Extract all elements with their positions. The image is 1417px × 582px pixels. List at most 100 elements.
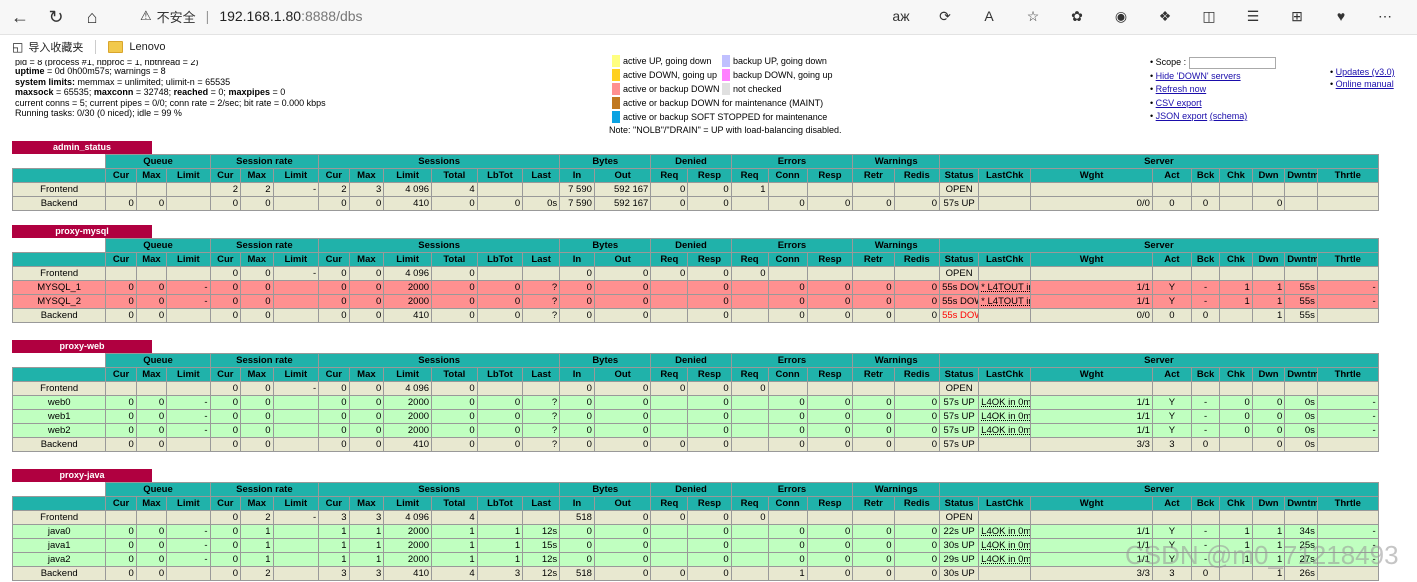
row-name[interactable]: MYSQL_2 <box>11 294 107 309</box>
cell-value: 0 <box>723 282 729 293</box>
refresh-icon[interactable]: ↻ <box>48 6 64 27</box>
table-cell: 0 <box>559 294 595 309</box>
json-export-link[interactable]: JSON export <box>1155 111 1208 121</box>
cell-value: 0 <box>723 411 729 422</box>
table-cell: 1/1 <box>1030 524 1153 539</box>
cell-value: 0s <box>547 198 558 209</box>
csv-export-link[interactable]: CSV export <box>1155 97 1202 108</box>
table-cell: 0 <box>348 423 385 438</box>
split-screen-icon[interactable]: ◫ <box>1202 7 1216 24</box>
table-cell: 1 <box>348 524 385 539</box>
updates-link[interactable]: Updates (v3.0) <box>1335 67 1395 77</box>
extensions-icon[interactable]: ❖ <box>1158 7 1172 24</box>
cell-value: 3/3 <box>1136 439 1150 450</box>
cell-value: 0 <box>586 268 592 279</box>
option-json: • JSON export (schema) <box>1150 111 1248 121</box>
cell-value: - <box>1203 282 1208 293</box>
favorite-star-icon[interactable]: ☆ <box>1026 7 1040 24</box>
table-cell: 12s <box>522 552 561 567</box>
reload-page-icon[interactable]: ⟳ <box>939 7 951 24</box>
table-cell: 1 <box>239 538 274 553</box>
row-name[interactable]: Frontend <box>11 266 107 281</box>
cell-value: - <box>1372 282 1376 293</box>
row-name[interactable]: web2 <box>11 423 107 438</box>
cell-value: 1/1 <box>1136 540 1150 551</box>
table-cell: 0 <box>687 510 732 525</box>
header-col: Resp <box>806 168 854 183</box>
cell-value: 0 <box>844 397 851 408</box>
cell-value: 0 <box>643 397 649 408</box>
table-cell: 0 <box>431 266 478 281</box>
scope-input[interactable] <box>1188 56 1276 69</box>
home-icon[interactable]: ⌂ <box>86 6 98 27</box>
refresh-now-link[interactable]: Refresh now <box>1155 84 1207 94</box>
table-cell: 1 <box>1219 524 1253 539</box>
header-group: Session rate <box>209 353 320 368</box>
address-bar[interactable]: ⚠ 不安全 | 192.168.1.80:8888/dbs <box>140 4 900 28</box>
table-cell: 1 <box>431 552 478 567</box>
legend-label: active or backup SOFT STOPPED for mainte… <box>623 112 828 122</box>
schema-link[interactable]: (schema) <box>1209 111 1248 121</box>
row-name[interactable]: java0 <box>11 524 107 539</box>
back-icon[interactable]: ← <box>11 6 29 27</box>
table-cell: 34s <box>1284 524 1318 539</box>
row-name[interactable]: Backend <box>11 308 107 323</box>
row-name[interactable]: MYSQL_1 <box>11 280 107 295</box>
table-cell: 0 <box>105 538 137 553</box>
browser-essentials-icon[interactable]: ♥ <box>1336 8 1346 24</box>
table-cell: Y <box>1151 409 1192 424</box>
cell-value: 0 <box>128 439 134 450</box>
more-menu-icon[interactable]: ⋯ <box>1378 7 1392 24</box>
row-name[interactable]: Frontend <box>11 510 107 525</box>
table-cell <box>272 566 320 581</box>
proxy-title[interactable]: proxy-web <box>12 340 152 353</box>
table-cell <box>272 538 320 553</box>
row-name[interactable]: java2 <box>11 552 107 567</box>
bookmark-lenovo[interactable]: Lenovo <box>108 41 165 53</box>
read-aloud-icon[interactable]: A <box>984 8 994 24</box>
header-col: Cur <box>318 168 350 183</box>
table-cell <box>522 510 561 525</box>
bookmark-import[interactable]: ◱ 导入收藏夹 <box>12 39 83 55</box>
cell-value: 0 <box>643 310 649 321</box>
proxy-title[interactable]: proxy-java <box>12 469 152 482</box>
cell-value: - <box>1203 526 1208 537</box>
cell-value: 0 <box>265 397 271 408</box>
header-col: Out <box>593 496 652 511</box>
table-cell <box>852 182 895 197</box>
table-cell: 0 <box>687 395 732 410</box>
proxy-title[interactable]: admin_status <box>12 141 152 154</box>
header-col: Dwn <box>1251 168 1286 183</box>
collections-icon[interactable]: ⊞ <box>1291 7 1303 24</box>
translate-icon[interactable]: aж <box>892 8 910 24</box>
extension-color-icon[interactable]: ✿ <box>1071 7 1083 24</box>
header-col: In <box>559 367 595 382</box>
online-manual-link[interactable]: Online manual <box>1335 79 1394 89</box>
row-name[interactable]: Frontend <box>11 182 107 197</box>
favorites-list-icon[interactable]: ☰ <box>1246 7 1260 24</box>
row-name[interactable]: Backend <box>11 566 107 581</box>
table-row: Backend 0 0 0 2 3 3 410 4 3 12s 518 0 0 0 1 0 0 0 30s UP 3/3… <box>11 566 1417 581</box>
row-name[interactable]: Backend <box>11 437 107 452</box>
cell-value: 4 096 <box>405 383 430 394</box>
row-name[interactable]: Backend <box>11 196 107 211</box>
legend-label: not checked <box>733 84 782 94</box>
extension-blue-icon[interactable]: ◉ <box>1114 7 1128 24</box>
import-icon: ◱ <box>12 40 24 54</box>
header-col: Dwn <box>1251 367 1286 382</box>
table-cell: 1 <box>1251 294 1286 309</box>
row-name[interactable]: java1 <box>11 538 107 553</box>
table-cell <box>730 524 769 539</box>
row-name[interactable]: web1 <box>11 409 107 424</box>
table-cell: 0 <box>687 566 732 581</box>
maxpipes-label: maxpipes <box>228 87 270 97</box>
hide-down-link[interactable]: Hide 'DOWN' servers <box>1155 70 1241 81</box>
header-blank <box>11 238 107 253</box>
row-name[interactable]: Frontend <box>11 381 107 396</box>
row-name[interactable]: web0 <box>11 395 107 410</box>
table-cell: 0 <box>209 552 241 567</box>
header-col: Chk <box>1219 496 1253 511</box>
header-groups: Queue Session rate Sessions Bytes Denied Erro… <box>11 482 1417 497</box>
table-cell <box>272 294 320 309</box>
proxy-title[interactable]: proxy-mysql <box>12 225 152 238</box>
